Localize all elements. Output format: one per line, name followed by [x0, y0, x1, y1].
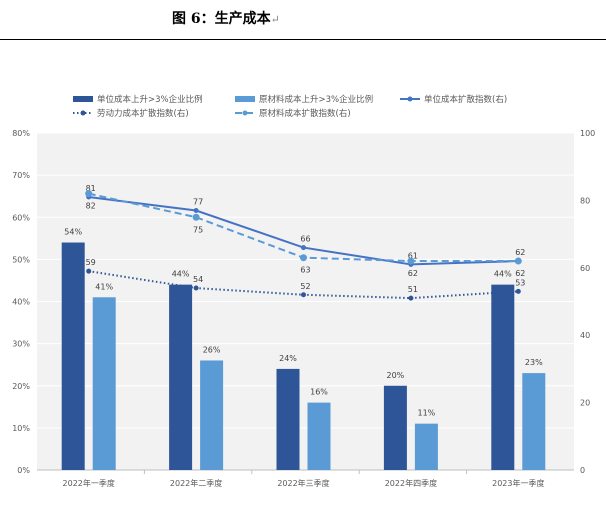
bar-data-label: 24%	[279, 354, 297, 363]
return-mark: ↵	[270, 13, 280, 26]
bar	[61, 242, 85, 470]
left-tick-label: 50%	[12, 255, 30, 264]
category-label: 2022年四季度	[385, 478, 437, 488]
bar-data-label: 16%	[310, 388, 328, 397]
line-data-label: 62	[515, 248, 525, 257]
line-marker	[515, 288, 521, 294]
legend-swatch	[73, 96, 93, 102]
left-tick-label: 0%	[17, 466, 30, 475]
bar	[491, 284, 515, 470]
left-tick-label: 80%	[12, 129, 30, 138]
line-marker	[193, 285, 199, 291]
line-data-label: 54	[193, 275, 203, 284]
line-marker	[86, 268, 92, 274]
line-data-label: 66	[300, 235, 310, 244]
bar	[307, 402, 331, 470]
line-data-label: 61	[408, 251, 418, 260]
right-tick-label: 0	[580, 466, 585, 475]
legend-label: 原材料成本扩散指数(右)	[259, 108, 351, 119]
legend-marker	[80, 110, 86, 116]
right-tick-label: 80	[580, 196, 590, 205]
line-data-label: 52	[300, 282, 310, 291]
category-label: 2022年二季度	[170, 478, 222, 488]
legend-label: 单位成本上升>3%企业比例	[97, 94, 203, 105]
line-data-label: 77	[193, 198, 203, 207]
bar	[276, 368, 300, 470]
legend-marker	[407, 96, 413, 102]
bar	[383, 385, 407, 470]
right-tick-label: 20	[580, 399, 590, 408]
left-tick-label: 30%	[12, 340, 30, 349]
left-tick-label: 40%	[12, 298, 30, 307]
bar-data-label: 11%	[418, 409, 436, 418]
bar	[522, 373, 546, 470]
line-marker	[192, 213, 200, 221]
line-marker	[301, 245, 306, 251]
bar	[200, 360, 224, 470]
left-tick-label: 20%	[12, 382, 30, 391]
bar-data-label: 26%	[203, 345, 221, 354]
bar	[92, 297, 116, 470]
bar-data-label: 44%	[494, 270, 512, 279]
line-marker	[514, 257, 522, 265]
bar	[169, 284, 193, 470]
left-tick-label: 70%	[12, 171, 30, 180]
line-data-label: 75	[193, 225, 203, 234]
line-marker	[407, 257, 415, 265]
category-label: 2022年一季度	[63, 478, 115, 488]
bar-data-label: 41%	[95, 282, 113, 291]
left-tick-label: 10%	[12, 424, 30, 433]
line-marker	[300, 254, 307, 262]
bar-data-label: 54%	[64, 228, 82, 237]
right-tick-label: 40	[580, 331, 590, 340]
bar-data-label: 20%	[387, 371, 405, 380]
line-data-label: 53	[515, 278, 525, 287]
line-data-label: 82	[86, 202, 96, 211]
right-tick-label: 60	[580, 264, 590, 273]
line-data-label: 63	[300, 266, 310, 275]
category-label: 2023年一季度	[492, 478, 544, 488]
line-data-label: 51	[408, 285, 418, 294]
right-tick-label: 100	[580, 129, 595, 138]
header-rule	[0, 39, 606, 40]
line-data-label: 62	[408, 269, 418, 278]
legend-marker	[242, 110, 248, 116]
line-data-label: 81	[86, 184, 96, 193]
legend-label: 单位成本扩散指数(右)	[424, 94, 507, 105]
line-marker	[85, 190, 93, 198]
line-marker	[301, 292, 306, 298]
line-data-label: 59	[86, 258, 96, 267]
category-label: 2022年三季度	[277, 478, 329, 488]
bar	[414, 423, 438, 470]
line-marker	[408, 295, 414, 301]
left-tick-label: 60%	[12, 213, 30, 222]
figure-title-text: 图 6：生产成本	[172, 11, 271, 27]
line-marker	[193, 208, 199, 214]
legend-swatch	[235, 96, 255, 102]
figure-title: 图 6：生产成本↵	[172, 8, 280, 28]
legend-label: 劳动力成本扩散指数(右)	[97, 108, 189, 119]
bar-data-label: 23%	[525, 358, 543, 367]
line-data-label: 62	[515, 269, 525, 278]
legend-label: 原材料成本上升>3%企业比例	[259, 94, 373, 105]
bar-data-label: 44%	[172, 270, 190, 279]
